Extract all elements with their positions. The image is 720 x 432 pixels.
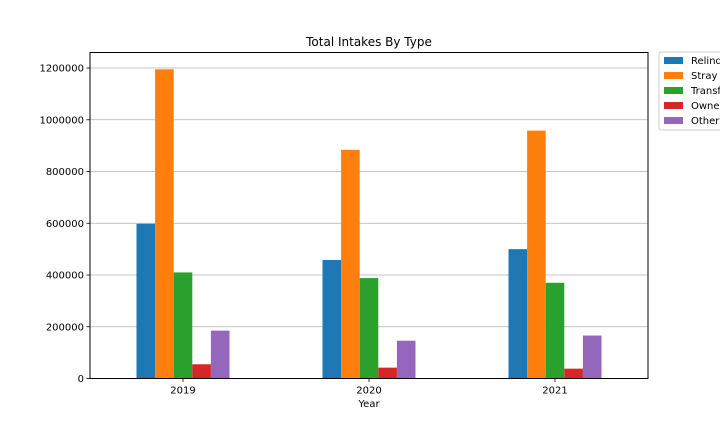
legend-swatch-transfer [664, 87, 683, 94]
legend-swatch-owner [664, 102, 683, 109]
legend-label-transfer: Transf [690, 86, 720, 97]
bar-owner-2019 [192, 364, 211, 379]
legend-swatch-relinquished [664, 57, 683, 64]
bar-transfer-2019 [173, 272, 193, 379]
chart-title: Total Intakes By Type [305, 35, 432, 49]
bar-owner-2021 [564, 368, 583, 379]
x-axis-label: Year [357, 399, 380, 410]
y-tick-label: 600000 [46, 219, 84, 230]
bar-relinquished-2021 [508, 249, 528, 379]
bar-transfer-2021 [545, 282, 565, 379]
legend-swatch-other [664, 117, 683, 124]
legend-box [658, 51, 720, 131]
bar-owner-2020 [378, 367, 397, 379]
bar-relinquished-2019 [136, 223, 156, 379]
bars [136, 69, 602, 379]
x-axis: 2019 2020 2021 [170, 378, 568, 397]
bar-stray-2021 [527, 130, 546, 379]
y-tick-label: 1200000 [39, 64, 84, 75]
legend-label-other: Other [691, 116, 720, 127]
y-tick-label: 400000 [46, 271, 84, 282]
y-axis: 0 200000 400000 600000 800000 1000000 1200000 [39, 64, 90, 385]
bar-other-2021 [582, 335, 602, 379]
y-tick-label: 0 [78, 374, 84, 385]
y-tick-label: 200000 [46, 322, 84, 333]
bar-transfer-2020 [359, 278, 379, 379]
legend-swatch-stray [664, 72, 683, 79]
legend-label-relinquished: Relinq [691, 56, 720, 67]
legend: Relinq Stray Transf Owne Other [658, 51, 720, 131]
bar-relinquished-2020 [322, 260, 342, 379]
x-tick-label: 2020 [356, 386, 381, 397]
bar-stray-2020 [341, 149, 360, 379]
y-tick-label: 1000000 [39, 115, 84, 126]
y-tick-label: 800000 [46, 167, 84, 178]
bar-stray-2019 [155, 69, 174, 379]
x-tick-label: 2021 [542, 386, 567, 397]
bar-other-2020 [396, 340, 416, 379]
legend-label-stray: Stray [691, 71, 718, 82]
bar-other-2019 [210, 330, 230, 379]
legend-label-owner: Owne [691, 101, 720, 112]
x-tick-label: 2019 [170, 386, 195, 397]
